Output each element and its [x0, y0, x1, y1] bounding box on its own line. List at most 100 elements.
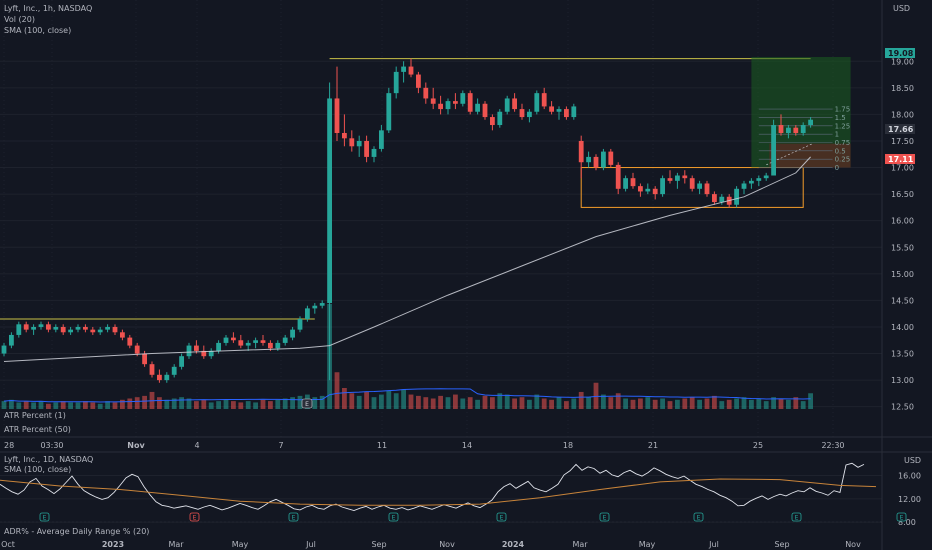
volume-bar[interactable]	[16, 402, 22, 409]
volume-bar[interactable]	[245, 401, 251, 409]
candle[interactable]	[305, 305, 310, 322]
candle[interactable]	[660, 175, 665, 197]
lower-legend-sma[interactable]: SMA (100, close)	[4, 465, 71, 474]
candle[interactable]	[297, 316, 303, 333]
volume-bar[interactable]	[179, 397, 184, 409]
volume-bar[interactable]	[534, 394, 540, 409]
volume-bar[interactable]	[319, 395, 325, 409]
earnings-badge[interactable]: E	[189, 512, 200, 522]
volume-bar[interactable]	[667, 401, 673, 409]
candle[interactable]	[194, 340, 199, 354]
volume-bar[interactable]	[689, 397, 695, 409]
candle[interactable]	[120, 329, 125, 341]
candle[interactable]	[763, 172, 769, 181]
candle[interactable]	[90, 326, 96, 335]
candle[interactable]	[312, 303, 318, 314]
candle[interactable]	[689, 175, 695, 192]
volume-bar[interactable]	[379, 394, 384, 409]
candle[interactable]	[556, 106, 562, 120]
lower-sma-line[interactable]	[0, 478, 877, 506]
volume-bar[interactable]	[268, 401, 273, 409]
candle[interactable]	[416, 71, 421, 94]
volume-bar[interactable]	[453, 394, 458, 409]
candle[interactable]	[482, 101, 488, 120]
volume-bar[interactable]	[238, 402, 244, 409]
volume-bar[interactable]	[401, 389, 406, 409]
currency-label-lower[interactable]: USD	[904, 456, 921, 465]
candle[interactable]	[778, 114, 784, 136]
volume-bar[interactable]	[527, 399, 532, 409]
candle[interactable]	[793, 125, 799, 136]
volume-bar[interactable]	[194, 401, 199, 409]
earnings-badge[interactable]: E	[693, 512, 704, 522]
volume-bar[interactable]	[586, 397, 591, 409]
volume-bar[interactable]	[157, 397, 162, 409]
candle[interactable]	[9, 332, 14, 349]
volume-bar[interactable]	[253, 402, 258, 409]
candle[interactable]	[171, 364, 177, 378]
candle[interactable]	[630, 172, 636, 189]
candle[interactable]	[586, 151, 591, 168]
candle[interactable]	[564, 106, 569, 120]
volume-bar[interactable]	[9, 399, 14, 409]
candle[interactable]	[741, 180, 747, 195]
candle[interactable]	[179, 353, 184, 370]
candle[interactable]	[112, 324, 118, 335]
candle[interactable]	[734, 186, 739, 208]
volume-bar[interactable]	[490, 397, 495, 409]
candle[interactable]	[164, 372, 170, 383]
volume-bar[interactable]	[460, 398, 466, 410]
volume-bar[interactable]	[393, 393, 399, 409]
candle[interactable]	[475, 98, 480, 115]
lower-pane[interactable]: 16.00 12.00 8.00 Oct 2023 Mar May Jul Sep Nov 2024…	[0, 462, 921, 549]
adr-line[interactable]	[0, 462, 865, 511]
volume-bar[interactable]	[134, 397, 140, 409]
candle[interactable]	[157, 369, 162, 383]
candle[interactable]	[593, 154, 599, 171]
candle[interactable]	[667, 170, 673, 184]
candle[interactable]	[541, 87, 547, 110]
volume-bar[interactable]	[504, 394, 510, 409]
candle[interactable]	[208, 348, 214, 359]
volume-bar[interactable]	[186, 398, 192, 410]
volume-bar[interactable]	[1, 401, 7, 409]
adr-label[interactable]: ADR% - Average Daily Range % (20)	[4, 527, 149, 536]
candle[interactable]	[38, 321, 44, 330]
candle[interactable]	[46, 321, 51, 333]
volume-bar[interactable]	[75, 402, 81, 409]
volume-bar[interactable]	[793, 397, 799, 409]
candle[interactable]	[75, 324, 81, 333]
volume-bar[interactable]	[60, 401, 66, 409]
candle[interactable]	[334, 66, 340, 141]
volume-bar[interactable]	[475, 399, 480, 409]
volume-bar[interactable]	[445, 397, 451, 409]
candle[interactable]	[371, 146, 377, 163]
volume-bar[interactable]	[416, 395, 421, 409]
volume-bar[interactable]	[564, 401, 569, 409]
candle[interactable]	[578, 135, 584, 179]
candle[interactable]	[615, 162, 621, 195]
lower-legend-symbol[interactable]: Lyft, Inc., 1D, NASDAQ	[4, 455, 93, 464]
earnings-badge[interactable]: E	[288, 512, 299, 522]
volume-bar[interactable]	[482, 395, 488, 409]
volume-bar[interactable]	[601, 394, 606, 409]
candles[interactable]	[1, 58, 813, 383]
volume-bar[interactable]	[68, 402, 73, 409]
volume-bar[interactable]	[704, 398, 710, 410]
volume-bar[interactable]	[38, 401, 44, 409]
volume-bar[interactable]	[260, 399, 266, 409]
volume-bar[interactable]	[208, 402, 214, 409]
candle[interactable]	[97, 326, 103, 335]
candle[interactable]	[549, 101, 554, 115]
volume-bar[interactable]	[297, 395, 303, 409]
candle[interactable]	[445, 98, 451, 115]
candle[interactable]	[290, 326, 295, 341]
candle[interactable]	[645, 183, 651, 195]
volume-bar[interactable]	[349, 393, 355, 409]
volume-bar[interactable]	[83, 401, 88, 409]
candle[interactable]	[393, 66, 399, 99]
earnings-badge[interactable]: E	[896, 512, 907, 522]
candle[interactable]	[623, 175, 628, 192]
candle[interactable]	[652, 186, 658, 200]
